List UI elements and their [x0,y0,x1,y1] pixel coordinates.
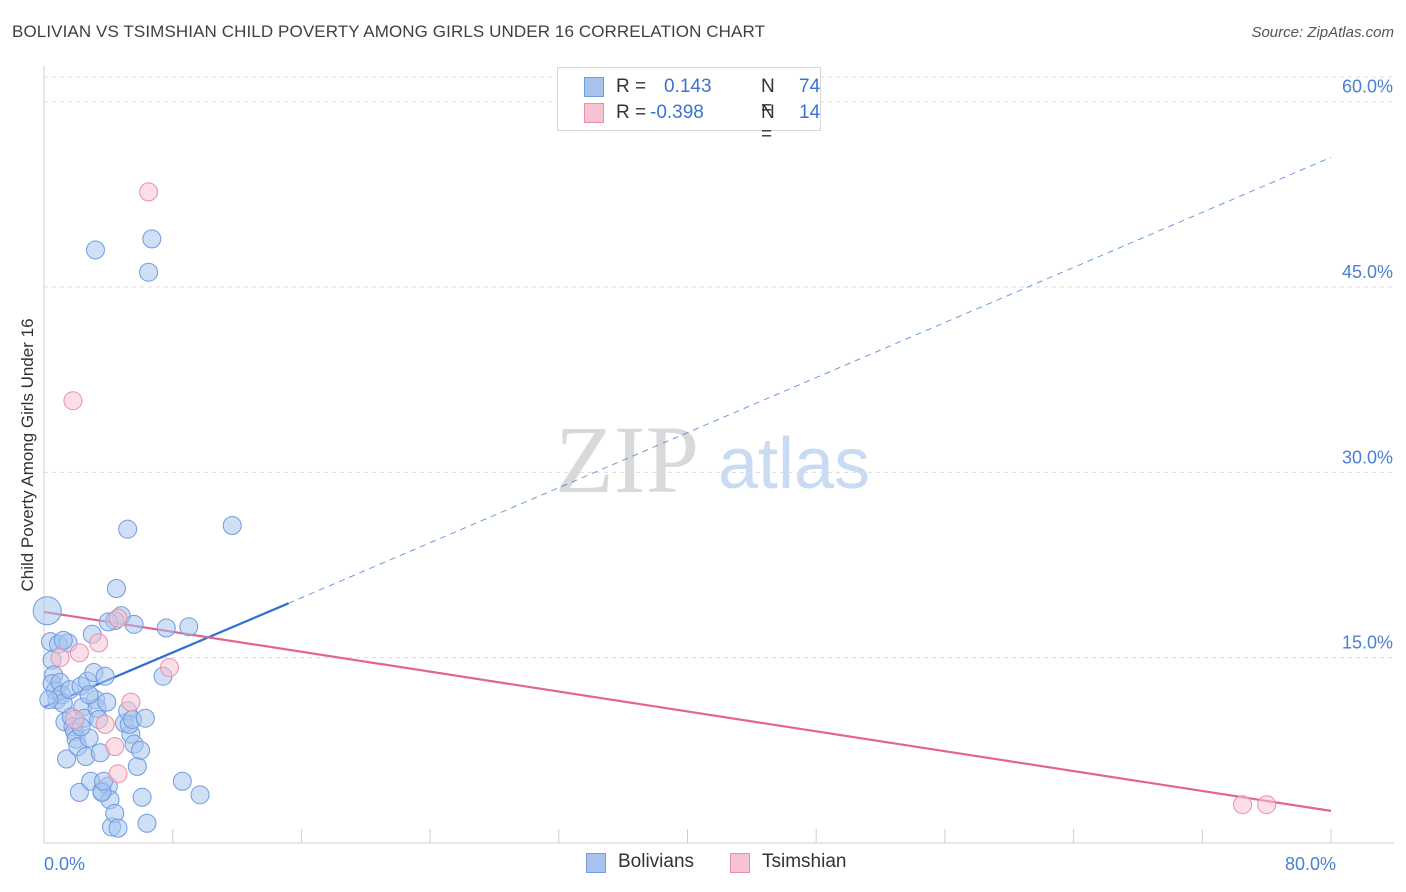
point-bolivians [118,519,138,539]
point-bolivians [127,756,147,776]
point-bolivians [179,617,199,637]
r-label: R = [616,76,647,97]
point-bolivians [142,229,162,249]
n-value: 74 [799,76,821,97]
r-value: 0.143 [664,76,712,97]
chart-title: BOLIVIAN VS TSIMSHIAN CHILD POVERTY AMON… [12,22,766,41]
n-label: N = [761,76,775,119]
legend-swatch-tsimshian [584,103,604,123]
y-axis-label: Child Poverty Among Girls Under 16 [18,318,37,591]
point-bolivians [135,708,155,728]
x-tick-label: 0.0% [44,854,85,874]
point-bolivians [172,771,192,791]
point-tsimshian [108,608,128,628]
legend-swatch-tsimshian [730,853,750,873]
point-bolivians [57,749,77,769]
y-tick-label: 45.0% [1342,262,1393,282]
point-tsimshian [139,182,159,202]
point-bolivians [124,614,144,634]
trend-extension-bolivians [288,156,1332,604]
point-tsimshian [65,709,85,729]
n-label: N = [761,102,775,145]
watermark-zip: ZIP [555,406,699,513]
point-bolivians [106,578,126,598]
point-bolivians [108,818,128,838]
point-bolivians [32,596,62,626]
x-tick-label: 80.0% [1285,854,1336,874]
point-tsimshian [50,648,70,668]
point-bolivians [139,262,159,282]
point-bolivians [222,515,242,535]
y-tick-label: 30.0% [1342,447,1393,467]
r-value: -0.398 [650,102,704,123]
point-bolivians [137,813,157,833]
tick-labels: 15.0% 30.0% 45.0% 60.0% 0.0% 80.0% [44,77,1393,874]
point-bolivians [79,685,99,705]
axes [43,66,1394,844]
point-bolivians [95,666,115,686]
data-points [32,182,1277,838]
watermark: ZIP atlas [555,406,870,513]
watermark-atlas: atlas [718,424,870,504]
point-tsimshian [121,692,141,712]
legend-label: Tsimshian [762,851,847,872]
r-label: R = [616,102,647,123]
point-bolivians [131,740,151,760]
point-tsimshian [105,737,125,757]
point-tsimshian [1233,795,1253,815]
point-bolivians [190,785,210,805]
point-tsimshian [95,714,115,734]
point-bolivians [85,240,105,260]
legend-swatch-bolivians [584,77,604,97]
point-bolivians [132,787,152,807]
source-label: Source: ZipAtlas.com [1251,24,1394,41]
point-bolivians [53,630,73,650]
point-bolivians [156,618,176,638]
y-tick-label: 60.0% [1342,77,1393,97]
n-value: 14 [799,102,821,123]
point-tsimshian [63,391,83,411]
legend-swatch-bolivians [586,853,606,873]
point-tsimshian [89,633,109,653]
point-tsimshian [159,658,179,678]
trend-line-tsimshian [43,610,1332,812]
point-tsimshian [108,764,128,784]
gridlines [44,76,1394,659]
y-tick-label: 15.0% [1342,633,1393,653]
point-tsimshian [1257,795,1277,815]
point-bolivians [97,692,117,712]
point-tsimshian [69,643,89,663]
point-bolivians [39,690,59,710]
stats-legend: R = 0.143 N = 74 R = -0.398 N = 14 [557,67,821,145]
legend-label: Bolivians [618,851,695,872]
